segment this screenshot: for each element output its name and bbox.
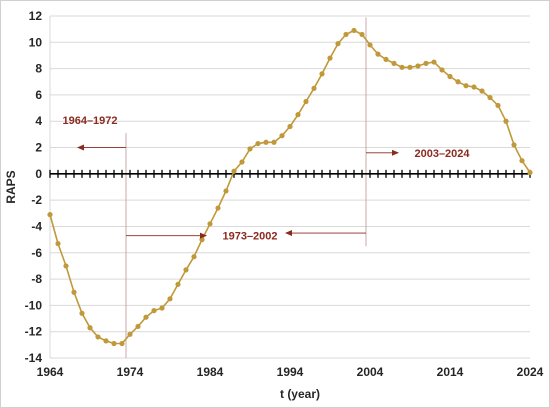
y-tick-label: 10 (29, 35, 43, 49)
data-point (255, 140, 261, 147)
data-point (239, 159, 245, 165)
data-point (423, 60, 429, 66)
y-tick-label: -12 (25, 325, 43, 339)
data-point (191, 254, 197, 260)
data-point (519, 158, 525, 164)
y-tick-label: 12 (29, 9, 43, 23)
data-point (303, 98, 309, 105)
data-point (143, 314, 149, 320)
data-point (367, 42, 373, 48)
data-point (447, 73, 453, 80)
data-point (511, 142, 517, 148)
data-point (335, 41, 341, 47)
data-point (383, 56, 389, 63)
data-point (343, 31, 349, 38)
data-point (111, 340, 117, 347)
x-tick-label: 2014 (437, 365, 464, 379)
axes (49, 169, 531, 178)
data-point (375, 51, 381, 57)
period-label: 1973–2002 (222, 231, 277, 243)
y-tick-label: -10 (25, 298, 43, 312)
data-point (527, 169, 533, 176)
y-tick-label: -2 (31, 193, 42, 207)
data-point (175, 281, 181, 287)
y-tick-label: 8 (35, 62, 42, 76)
data-point (207, 221, 213, 227)
x-tick-label: 1974 (117, 365, 144, 379)
data-point (263, 139, 269, 145)
data-point (247, 146, 253, 152)
series-raps (47, 27, 533, 347)
data-point (167, 296, 173, 302)
data-point (151, 308, 157, 314)
data-point (127, 331, 133, 337)
data-point (287, 123, 293, 130)
data-point (439, 67, 445, 73)
period-dividers (125, 17, 367, 358)
x-tick-label: 2024 (517, 365, 544, 379)
data-point (463, 83, 469, 89)
labels: -14 -12 -10 -8 -6 -4 -2 0 2 4 6 8 10 12 1964 1974 1984 19… (25, 9, 544, 379)
x-tick-label: 1984 (197, 365, 224, 379)
data-point (199, 237, 205, 243)
x-tick-label: 1964 (37, 365, 64, 379)
data-point (431, 59, 437, 65)
data-point (415, 63, 421, 69)
y-axis-title: RAPS (4, 170, 18, 203)
y-tick-label: 6 (35, 88, 42, 102)
data-point (351, 27, 357, 34)
gridlines (49, 15, 530, 359)
y-tick-label: -14 (25, 351, 43, 365)
data-point (279, 133, 285, 139)
data-point (471, 84, 477, 90)
series-line (49, 29, 531, 345)
y-tick-label: 0 (35, 167, 42, 181)
data-point (223, 188, 229, 194)
x-tick-label: 1994 (277, 365, 304, 379)
data-point (455, 79, 461, 85)
arrows (77, 144, 399, 239)
data-point (319, 71, 325, 77)
data-point (103, 338, 109, 344)
data-point (47, 212, 53, 218)
data-point (487, 94, 493, 101)
period-label: 2003–2024 (414, 148, 470, 160)
data-point (183, 267, 189, 273)
data-point (95, 334, 101, 340)
y-tick-label: -4 (31, 219, 42, 233)
x-axis-title: t (year) (280, 387, 320, 401)
data-point (295, 112, 301, 118)
data-point (55, 240, 61, 247)
data-point (271, 139, 277, 145)
x-tick-label: 2004 (357, 365, 384, 379)
data-point (399, 64, 405, 70)
data-point (479, 88, 485, 94)
y-tick-label: -6 (31, 246, 42, 260)
data-point (391, 60, 397, 66)
data-point (311, 85, 317, 91)
data-point (87, 325, 93, 331)
data-point (495, 102, 501, 109)
data-point (63, 263, 69, 269)
data-point (135, 323, 141, 330)
y-tick-label: 2 (35, 141, 42, 155)
period-label: 1964–1972 (62, 115, 117, 127)
data-point (231, 168, 237, 174)
data-point (215, 205, 221, 211)
data-point (327, 55, 333, 61)
data-point (159, 305, 165, 311)
data-point (71, 289, 77, 295)
data-point (407, 64, 413, 70)
y-tick-label: -8 (31, 272, 42, 286)
data-point (79, 310, 85, 316)
data-point (503, 118, 509, 124)
data-point (359, 31, 365, 38)
y-tick-label: 4 (35, 114, 42, 128)
data-point (119, 340, 125, 347)
